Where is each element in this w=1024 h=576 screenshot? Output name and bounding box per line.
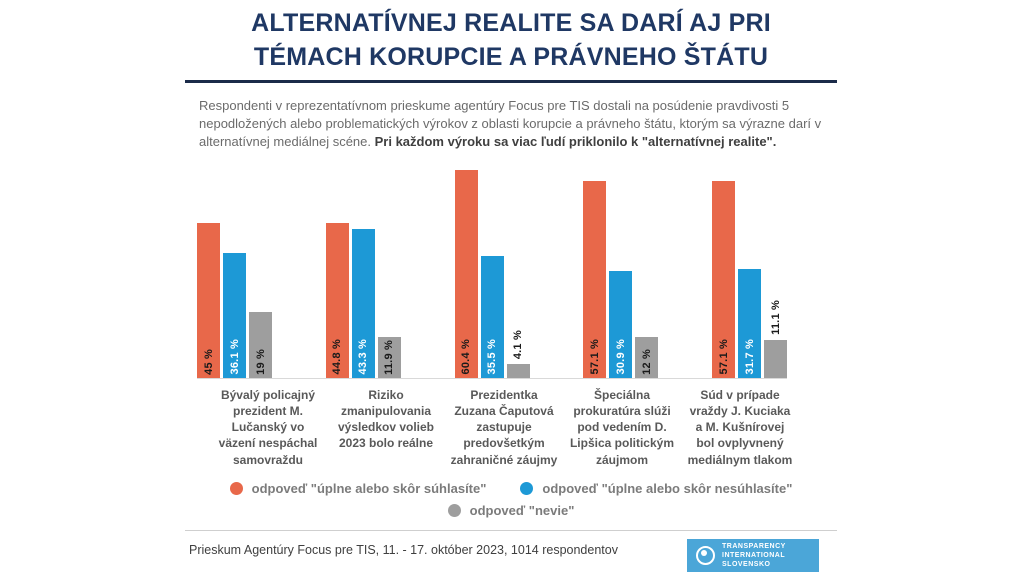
bar-value-label: 11.1 % — [769, 299, 782, 335]
legend-label-dontknow: odpoveď "nevie" — [469, 502, 575, 518]
bar-slot: 19 % — [249, 169, 272, 378]
bar — [223, 252, 246, 378]
bar-slot: 43.3 % — [351, 169, 375, 378]
bar-group: 57.1 % 31.7 % 11.1 % — [712, 169, 787, 378]
bar-slot: 12 % — [635, 169, 659, 378]
transparency-international-logo: TRANSPARENCY INTERNATIONAL SLOVENSKO — [687, 538, 819, 572]
bar-value-label: 44.8 % — [331, 339, 344, 375]
bar — [712, 180, 735, 378]
bar-value-label: 31.7 % — [743, 339, 756, 375]
bar-value-label: 30.9 % — [614, 339, 627, 375]
bar-slot: 45 % — [197, 169, 220, 378]
bar — [635, 336, 659, 378]
bar-slot: 4.1 % — [506, 169, 530, 378]
ti-globe-icon — [696, 545, 715, 565]
bar-group: 44.8 % 43.3 % 11.9 % — [325, 169, 401, 378]
bar-chart: 45 % 36.1 % 19 % 44.8 % 43.3 % 11.9 % 60.4 % 35… — [197, 169, 792, 468]
bar-slot: 36.1 % — [223, 169, 246, 378]
page-title-line-2: TÉMACH KORUPCIE A PRÁVNEHO ŠTÁTU — [253, 43, 769, 71]
bar-value-label: 12 % — [640, 348, 653, 375]
category-label: Prezidentka Zuzana Čaputová zastupuje pr… — [450, 387, 558, 467]
bar — [764, 339, 787, 378]
bar-slot: 11.1 % — [764, 169, 787, 378]
legend-label-agree: odpoveď "úplne alebo skôr súhlasíte" — [251, 480, 487, 496]
legend-item-agree: odpoveď "úplne alebo skôr súhlasíte" — [229, 480, 487, 496]
intro-paragraph: Respondenti v reprezentatívnom prieskume… — [185, 97, 837, 151]
chart-legend: odpoveď "úplne alebo skôr súhlasíte" odp… — [185, 481, 837, 518]
ti-logo-line-2: INTERNATIONAL — [722, 551, 786, 559]
bar-value-label: 57.1 % — [717, 339, 730, 375]
legend-dot-disagree-icon — [520, 481, 534, 495]
bar-value-label: 35.5 % — [486, 339, 498, 375]
bar-group: 57.1 % 30.9 % 12 % — [583, 169, 659, 378]
legend-item-dontknow: odpoveď "nevie" — [447, 502, 575, 518]
ti-logo-text: TRANSPARENCY INTERNATIONAL SLOVENSKO — [722, 542, 786, 569]
legend-label-disagree: odpoveď "úplne alebo skôr nesúhlasíte" — [542, 480, 793, 496]
bar — [454, 169, 478, 378]
category-label: Riziko zmanipulovania výsledkov volieb 2… — [337, 387, 435, 451]
legend-row-2: odpoveď "nevie" — [447, 502, 575, 518]
bar-value-label: 4.1 % — [512, 329, 524, 359]
bar-value-label: 11.9 % — [383, 339, 396, 375]
bar-slot: 11.9 % — [377, 169, 401, 378]
category-labels: Bývalý policajný prezident M. Lučanský v… — [209, 387, 799, 468]
bar — [197, 222, 220, 378]
bar-slot: 57.1 % — [583, 169, 607, 378]
category-label: Bývalý policajný prezident M. Lučanský v… — [218, 387, 318, 467]
bar-group: 60.4 % 35.5 % 4.1 % — [454, 169, 530, 378]
bar — [480, 255, 504, 378]
footer-divider — [185, 529, 837, 531]
bar-value-label: 36.1 % — [228, 339, 241, 375]
bar-slot: 35.5 % — [480, 169, 504, 378]
bar-slot: 60.4 % — [454, 169, 478, 378]
legend-dot-agree-icon — [229, 481, 243, 495]
bar-value-label: 60.4 % — [460, 339, 472, 375]
bar-value-label: 19 % — [254, 348, 267, 375]
bar — [609, 270, 633, 378]
bar — [377, 336, 401, 378]
bar-value-label: 43.3 % — [357, 339, 370, 375]
bar — [738, 268, 761, 378]
title-block: ALTERNATÍVNEJ REALITE SA DARÍ AJ PRI TÉM… — [185, 0, 837, 83]
legend-item-disagree: odpoveď "úplne alebo skôr nesúhlasíte" — [520, 481, 792, 496]
bar-slot: 44.8 % — [325, 169, 349, 378]
bar — [249, 311, 272, 378]
bar — [583, 180, 607, 378]
intro-text-bold: Pri každom výroku sa viac ľudí priklonil… — [374, 133, 777, 149]
bar — [506, 363, 530, 378]
bar-slot: 57.1 % — [712, 169, 735, 378]
bar — [325, 222, 349, 378]
category-label: Špeciálna prokuratúra slúži pod vedením … — [569, 387, 675, 467]
infographic: ALTERNATÍVNEJ REALITE SA DARÍ AJ PRI TÉM… — [185, 0, 837, 572]
bar-slot: 31.7 % — [738, 169, 761, 378]
bar-value-label: 57.1 % — [588, 339, 601, 375]
legend-row-1: odpoveď "úplne alebo skôr súhlasíte" odp… — [229, 480, 792, 496]
chart-groups: 45 % 36.1 % 19 % 44.8 % 43.3 % 11.9 % 60.4 % 35… — [197, 169, 787, 379]
intro-text: Respondenti v reprezentatívnom prieskume… — [199, 98, 822, 149]
page-title-line-1: ALTERNATÍVNEJ REALITE SA DARÍ AJ PRI — [251, 9, 771, 37]
ti-logo-line-1: TRANSPARENCY — [722, 542, 786, 550]
footer: Prieskum Agentúry Focus pre TIS, 11. - 1… — [185, 531, 837, 572]
bar — [351, 228, 375, 378]
ti-logo-line-3: SLOVENSKO — [722, 560, 771, 568]
bar-value-label: 45 % — [202, 348, 215, 375]
bar-slot: 30.9 % — [609, 169, 633, 378]
bar-group: 45 % 36.1 % 19 % — [197, 169, 272, 378]
legend-dot-dontknow-icon — [447, 503, 461, 517]
source-note: Prieskum Agentúry Focus pre TIS, 11. - 1… — [189, 542, 618, 557]
category-label: Súd v prípade vraždy J. Kuciaka a M. Kuš… — [687, 387, 793, 467]
